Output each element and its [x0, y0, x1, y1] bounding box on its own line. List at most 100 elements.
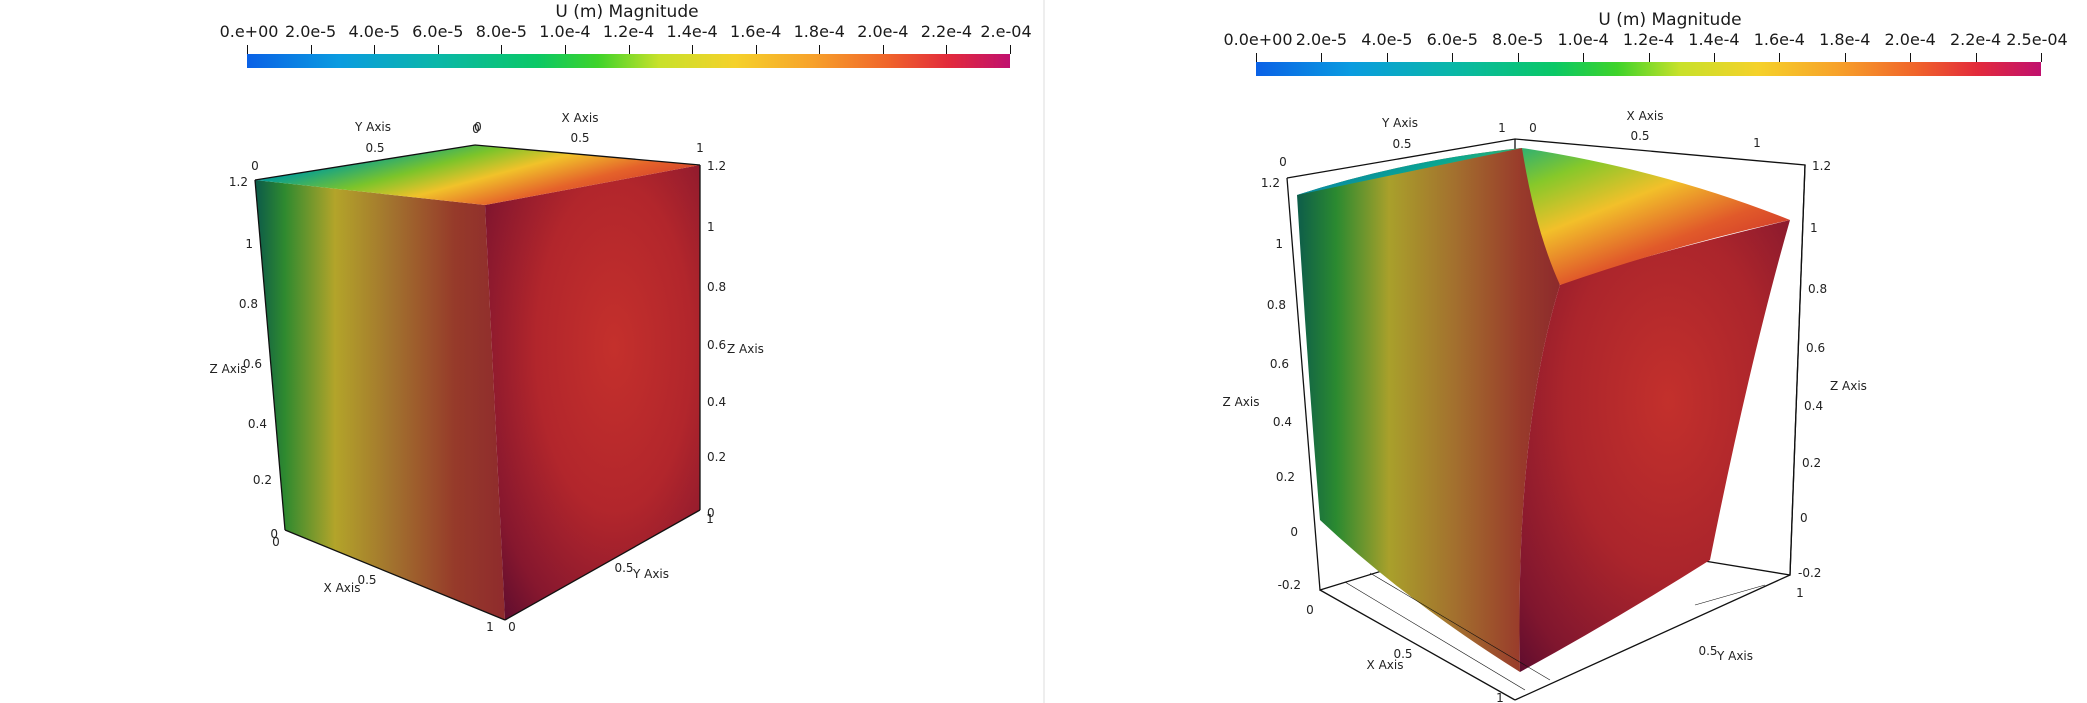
right-z-tick: 1.2	[707, 159, 726, 173]
right-z-tick: -0.2	[1798, 566, 1821, 580]
bottom-x-tick: 0	[1306, 603, 1314, 617]
colorbar-tick-mark	[1583, 53, 1585, 62]
colorbar-tick-label: 2.5e-04	[2006, 30, 2068, 49]
bottom-x-tick: 0.5	[1393, 647, 1412, 661]
cube-left-face	[255, 180, 505, 620]
right-z-tick: 0.4	[1804, 399, 1823, 413]
bottom-y-tick: 0.5	[614, 561, 633, 575]
colorbar-tick-mark	[1010, 45, 1011, 54]
left-3d-scene[interactable]: 0 0.5 0 Y Axis 0 0.5 1 X Axis 1.2 1 0.8 …	[0, 0, 1043, 703]
right-z-axis-title: Z Axis	[727, 342, 764, 356]
colorbar-tick-mark	[819, 45, 821, 54]
colorbar-tick-label: 1.4e-4	[1688, 30, 1740, 49]
right-z-tick: 0.6	[707, 338, 726, 352]
bottom-x-tick: 0.5	[357, 573, 376, 587]
colorbar-tick-mark	[501, 45, 503, 54]
colorbar-title: U (m) Magnitude	[1598, 10, 1742, 30]
right-z-axis-title: Z Axis	[1830, 379, 1867, 393]
colorbar-tick-label: 2.2e-4	[920, 22, 973, 41]
colorbar-tick-mark	[310, 45, 312, 54]
top-y-tick: 0.5	[1392, 137, 1411, 151]
left-render-view[interactable]: U (m) Magnitude 0.e+00 2.0e-5 4.0e-5 6.0e-5…	[0, 0, 1043, 703]
colorbar-tick-mark	[755, 45, 757, 54]
left-z-tick: 0	[1290, 525, 1298, 539]
view-divider[interactable]	[1043, 0, 1045, 703]
left-z-tick: 0.2	[253, 473, 272, 487]
right-z-tick: 0.2	[707, 450, 726, 464]
colorbar-tick-label: 1.4e-4	[666, 22, 718, 41]
colorbar-tick-mark	[1452, 53, 1454, 62]
right-3d-scene[interactable]: 0 0.5 1 Y Axis 0 0.5 1 X Axis 1.2 1 0.8 …	[1045, 0, 2087, 703]
left-z-tick: 0	[270, 527, 278, 541]
colorbar-tick-mark	[1517, 53, 1519, 62]
top-y-tick: 0.5	[365, 141, 384, 155]
colorbar-tick-label: 8.0e-5	[475, 22, 527, 41]
colorbar-tick-mark	[1910, 53, 1912, 62]
colorbar-tick-mark	[1648, 53, 1650, 62]
right-z-tick: 0.2	[1802, 456, 1821, 470]
colorbar-tick-mark	[1256, 53, 1257, 62]
colorbar-tick-mark	[1779, 53, 1781, 62]
top-x-tick: 0	[474, 120, 482, 134]
left-z-tick: 1.2	[1261, 176, 1280, 190]
top-y-tick: 1	[1498, 121, 1506, 135]
colorbar-title: U (m) Magnitude	[555, 2, 699, 22]
right-z-tick: 0.6	[1806, 341, 1825, 355]
colorbar-tick-mark	[1975, 53, 1977, 62]
colorbar-tick-mark	[1386, 53, 1388, 62]
cube-left-face	[1297, 148, 1560, 672]
colorbar-tick-mark	[1713, 53, 1715, 62]
cube-top-face	[1297, 148, 1790, 285]
colorbar-tick-mark	[1321, 53, 1323, 62]
left-z-tick: 1	[1275, 237, 1283, 251]
colorbar-tick-label: 1.8e-4	[793, 22, 845, 41]
colorbar-tick-label: 6.0e-5	[412, 22, 464, 41]
right-z-tick: 0.8	[1808, 282, 1827, 296]
left-z-axis-title: Z Axis	[210, 362, 247, 376]
left-z-tick: 0.6	[243, 357, 262, 371]
colorbar-tick-mark	[692, 45, 694, 54]
colorbar-tick-label: 1.0e-4	[1557, 30, 1609, 49]
right-z-tick: 0	[1800, 511, 1808, 525]
colorbar-tick-label: 1.8e-4	[1819, 30, 1871, 49]
top-x-axis-title: X Axis	[1627, 109, 1664, 123]
colorbar-tick-label: 4.0e-5	[348, 22, 400, 41]
top-x-tick: 0.5	[570, 131, 589, 145]
bottom-y-axis-title: Y Axis	[632, 567, 669, 581]
top-y-axis-title: Y Axis	[1381, 116, 1418, 130]
colorbar-tick-mark	[628, 45, 630, 54]
bottom-x-axis-title: X Axis	[324, 581, 361, 595]
colorbar-tick-label: 2.2e-4	[1949, 30, 2002, 49]
colorbar-tick-label: 2.0e-5	[284, 22, 337, 41]
top-x-tick: 1	[696, 141, 704, 155]
top-x-tick: 0	[1529, 121, 1537, 135]
colorbar-tick-label: 1.6e-4	[1753, 30, 1805, 49]
left-z-tick: 1	[245, 237, 253, 251]
top-y-tick: 0	[251, 159, 259, 173]
top-x-tick: 0.5	[1630, 129, 1649, 143]
colorbar-tick-label: 1.0e-4	[539, 22, 591, 41]
left-z-tick: 0.4	[248, 417, 267, 431]
colorbar-tick-label: 4.0e-5	[1361, 30, 1413, 49]
top-x-axis-title: X Axis	[562, 111, 599, 125]
colorbar-tick-label: 0.e+00	[219, 22, 279, 41]
top-y-tick: 0	[1279, 155, 1287, 169]
right-render-view[interactable]: U (m) Magnitude 0.0e+00 2.0e-5 4.0e-5 6.0e-…	[1045, 0, 2087, 703]
left-z-tick: -0.2	[1278, 578, 1301, 592]
bottom-x-tick: 1	[486, 620, 494, 634]
colorbar-tick-label: 6.0e-5	[1426, 30, 1478, 49]
right-z-tick: 0.8	[707, 280, 726, 294]
left-z-tick: 0.8	[1267, 298, 1286, 312]
left-z-tick: 1.2	[229, 175, 248, 189]
right-z-tick: 1	[707, 220, 715, 234]
colorbar-tick-label: 1.2e-4	[602, 22, 655, 41]
colorbar-gradient	[1256, 62, 2041, 76]
colorbar-tick-label: 2.0e-5	[1295, 30, 1348, 49]
bottom-y-tick: 1	[706, 512, 714, 526]
colorbar-tick-mark	[437, 45, 439, 54]
top-y-tick: 0	[472, 122, 480, 136]
colorbar-tick-label: 1.2e-4	[1622, 30, 1675, 49]
colorbar-tick-mark	[2041, 53, 2042, 62]
bottom-x-tick: 1	[1496, 691, 1504, 703]
colorbar-tick-label: 2.0e-4	[857, 22, 909, 41]
